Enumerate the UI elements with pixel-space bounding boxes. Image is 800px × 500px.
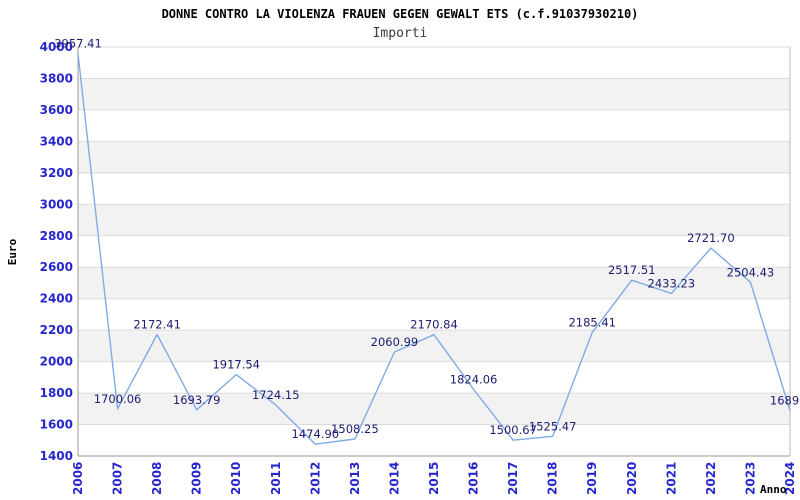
- chart-subtitle: Importi: [372, 26, 428, 41]
- x-tick-label: 2014: [387, 462, 401, 495]
- y-tick-label: 1800: [40, 386, 73, 400]
- x-tick-label: 2020: [625, 462, 639, 495]
- point-label: 1700.06: [94, 392, 142, 406]
- point-label: 2517.51: [608, 263, 656, 277]
- y-tick-label: 3600: [40, 103, 73, 117]
- x-tick-label: 2012: [308, 462, 322, 495]
- plot-band: [78, 78, 790, 110]
- chart-title: DONNE CONTRO LA VIOLENZA FRAUEN GEGEN GE…: [161, 7, 639, 21]
- x-tick-label: 2013: [348, 462, 362, 495]
- x-tick-label: 2021: [664, 462, 678, 495]
- point-label: 2721.70: [687, 231, 735, 245]
- y-axis-title: Euro: [6, 238, 19, 265]
- x-tick-label: 2019: [585, 462, 599, 495]
- x-tick-label: 2018: [546, 462, 560, 495]
- plot-band: [78, 141, 790, 173]
- point-label: 2060.99: [371, 335, 419, 349]
- point-label: 2170.84: [410, 318, 458, 332]
- point-label: 1824.06: [450, 372, 498, 386]
- x-tick-label: 2017: [506, 462, 520, 495]
- point-label: 1508.25: [331, 422, 379, 436]
- y-tick-label: 3400: [40, 134, 73, 148]
- x-tick-label: 2009: [190, 462, 204, 495]
- x-tick-label: 2008: [150, 462, 164, 495]
- y-tick-label: 2200: [40, 323, 73, 337]
- point-label: 2185.41: [568, 315, 616, 329]
- data-line: [77, 53, 791, 445]
- x-tick-label: 2023: [743, 462, 757, 495]
- point-label: 3957.41: [54, 37, 102, 51]
- x-tick-label: 2015: [427, 462, 441, 495]
- point-label: 2504.43: [727, 265, 775, 279]
- x-tick-label: 2007: [111, 462, 125, 495]
- y-tick-label: 1400: [40, 449, 73, 463]
- x-tick-label: 2006: [71, 462, 85, 495]
- point-label: 1500.67: [489, 423, 537, 437]
- y-tick-label: 3000: [40, 197, 73, 211]
- y-tick-label: 4000: [40, 40, 73, 54]
- plot-band: [78, 204, 790, 236]
- point-label: 2172.41: [133, 317, 181, 331]
- point-label: 1689.0: [770, 394, 800, 408]
- point-label: 1724.15: [252, 388, 300, 402]
- x-axis-title: Anno: [760, 483, 787, 496]
- x-tick-label: 2022: [704, 462, 718, 495]
- point-label: 1474.90: [292, 427, 340, 441]
- point-label: 2433.23: [648, 276, 696, 290]
- y-tick-label: 2000: [40, 355, 73, 369]
- y-tick-label: 2800: [40, 229, 73, 243]
- y-tick-label: 3200: [40, 166, 73, 180]
- x-tick-label: 2016: [467, 462, 481, 495]
- y-tick-label: 3800: [40, 71, 73, 85]
- y-tick-label: 1600: [40, 418, 73, 432]
- y-tick-label: 2600: [40, 260, 73, 274]
- y-tick-label: 2400: [40, 292, 73, 306]
- point-label: 1917.54: [212, 358, 260, 372]
- point-label: 1693.79: [173, 393, 221, 407]
- point-label: 1525.47: [529, 419, 577, 433]
- x-tick-label: 2024: [783, 462, 797, 495]
- x-tick-label: 2010: [229, 462, 243, 495]
- x-tick-label: 2011: [269, 462, 283, 495]
